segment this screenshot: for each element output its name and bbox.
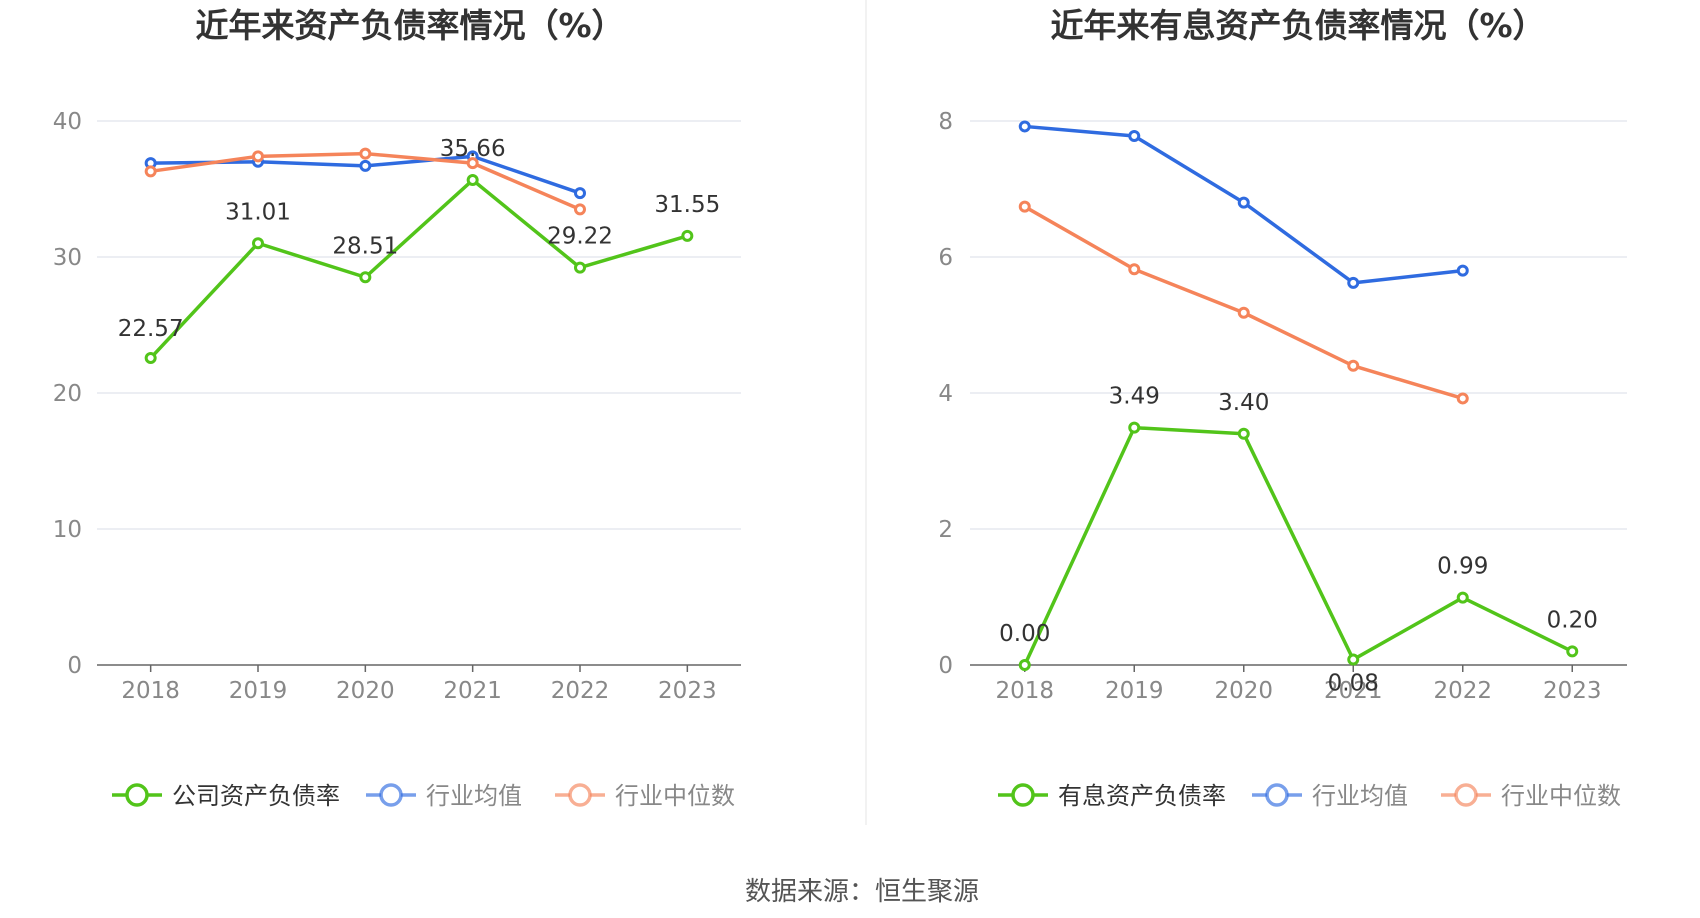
x-tick-label: 2023 xyxy=(1543,678,1602,704)
data-point xyxy=(574,187,586,200)
legend-label: 有息资产负债率 xyxy=(1058,782,1226,810)
data-label: 3.49 xyxy=(1109,384,1160,410)
data-point xyxy=(144,352,157,365)
y-tick-label: 4 xyxy=(938,381,953,407)
x-tick-label: 2023 xyxy=(658,678,717,704)
x-tick-label: 2020 xyxy=(336,678,395,704)
y-tick-label: 8 xyxy=(938,109,953,135)
chart-title: 近年来有息资产负债率情况（%） xyxy=(1050,6,1545,45)
data-point xyxy=(681,229,694,242)
legend-label: 行业均值 xyxy=(426,782,522,810)
data-point xyxy=(359,159,372,172)
y-tick-label: 2 xyxy=(938,517,953,543)
data-point xyxy=(1456,264,1469,277)
data-source-label: 数据来源：恒生聚源 xyxy=(745,877,979,907)
x-tick-label: 2019 xyxy=(1105,678,1164,704)
series-company: 0.00 3.49 3.40 0.08 0.99 0.20 xyxy=(999,384,1598,697)
x-tick-label: 2022 xyxy=(1433,678,1492,704)
series-median xyxy=(144,147,586,216)
x-tick-label: 2021 xyxy=(443,678,502,704)
data-point xyxy=(359,271,372,284)
x-tick-label: 2019 xyxy=(229,678,288,704)
data-label: 31.55 xyxy=(654,192,720,218)
y-tick-label: 30 xyxy=(53,245,82,271)
data-point xyxy=(466,157,479,170)
data-label: 31.01 xyxy=(225,199,291,225)
x-tick-label: 2020 xyxy=(1214,678,1273,704)
legend-item-company: 公司资产负债率 xyxy=(112,782,340,810)
y-tick-label: 20 xyxy=(53,381,82,407)
data-point xyxy=(1237,306,1250,319)
legend-marker xyxy=(379,783,403,807)
legend-item-median: 行业中位数 xyxy=(1441,782,1621,810)
data-point xyxy=(1347,653,1360,666)
data-label: 3.40 xyxy=(1218,390,1269,416)
data-point xyxy=(144,165,157,178)
data-label: 0.20 xyxy=(1547,607,1598,633)
legend-item-median: 行业中位数 xyxy=(555,782,735,810)
series-line-median xyxy=(1023,205,1464,401)
data-point xyxy=(1456,392,1469,405)
legend-item-avg: 行业均值 xyxy=(1252,782,1408,810)
y-tick-label: 40 xyxy=(53,109,82,135)
data-label: 28.51 xyxy=(332,233,398,259)
series-median xyxy=(1018,200,1469,405)
x-tick-label: 2018 xyxy=(995,678,1054,704)
data-point xyxy=(1018,659,1031,671)
legend-item-avg: 行业均值 xyxy=(366,782,522,810)
legend-label: 行业中位数 xyxy=(1501,782,1621,810)
x-tick-label: 2018 xyxy=(121,678,180,704)
legend-marker xyxy=(1011,783,1035,807)
data-label: 0.08 xyxy=(1328,671,1379,697)
data-point xyxy=(1237,427,1250,440)
data-point xyxy=(1128,421,1141,434)
data-label: 0.99 xyxy=(1437,554,1488,580)
series-line-company xyxy=(1023,425,1574,666)
series-company: 22.57 31.01 28.51 35.66 29.22 31.55 xyxy=(118,136,720,365)
series-avg xyxy=(1018,120,1469,289)
chart-title: 近年来资产负债率情况（%） xyxy=(195,6,624,45)
data-point xyxy=(1128,129,1141,142)
legend-label: 行业均值 xyxy=(1312,782,1408,810)
data-label: 35.66 xyxy=(440,136,506,162)
legend-label: 行业中位数 xyxy=(615,782,735,810)
y-tick-label: 0 xyxy=(938,653,953,679)
legend-item-company: 有息资产负债率 xyxy=(998,782,1226,810)
data-label: 0.00 xyxy=(999,621,1050,647)
data-point xyxy=(252,237,264,250)
legend-marker xyxy=(125,783,149,807)
x-tick-label: 2021 xyxy=(1324,678,1383,704)
data-point xyxy=(252,150,264,163)
data-point xyxy=(1018,200,1031,213)
data-label: 22.57 xyxy=(118,316,184,342)
data-point xyxy=(574,261,586,274)
series-line-company xyxy=(149,178,688,360)
data-point xyxy=(1566,645,1579,658)
y-tick-label: 10 xyxy=(53,517,82,543)
legend-marker xyxy=(1454,783,1478,807)
data-point xyxy=(1237,196,1250,209)
data-point xyxy=(1456,591,1469,604)
data-point xyxy=(359,147,372,160)
data-point xyxy=(1347,359,1360,372)
x-tick-label: 2022 xyxy=(551,678,610,704)
legend-marker xyxy=(568,783,592,807)
data-point xyxy=(574,203,586,216)
data-label: 29.22 xyxy=(547,224,613,250)
data-point xyxy=(1128,263,1141,276)
y-tick-label: 6 xyxy=(938,245,953,271)
interest-bearing-debt-ratio-chart: 近年来有息资产负债率情况（%） 0 2 4 6 8 2018 2019 2020 2021 2022… xyxy=(938,6,1627,810)
debt-ratio-chart: 近年来资产负债率情况（%） 0 10 20 30 40 2018 2019 2020 2021 20… xyxy=(53,6,741,810)
legend-label: 公司资产负债率 xyxy=(172,782,340,810)
data-point xyxy=(1018,120,1031,133)
data-point xyxy=(1347,276,1360,289)
y-tick-label: 0 xyxy=(67,653,82,679)
data-point xyxy=(466,174,479,187)
legend-marker xyxy=(1265,783,1289,807)
